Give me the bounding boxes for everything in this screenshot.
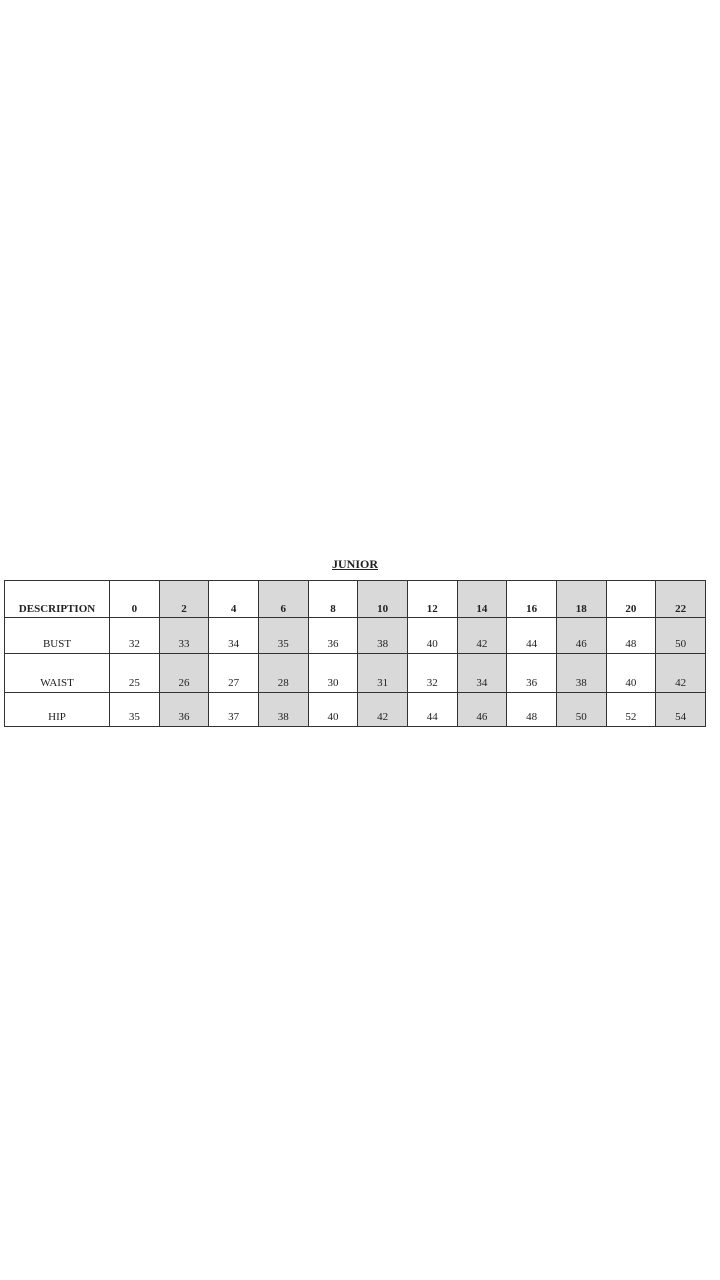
header-size-12: 12	[406, 580, 458, 618]
header-size-8: 8	[307, 580, 359, 618]
table-cell: 28	[257, 653, 309, 693]
table-cell: 54	[655, 692, 706, 727]
header-size-14: 14	[456, 580, 508, 618]
table-cell: 35	[109, 692, 160, 727]
table-cell: 37	[208, 692, 259, 727]
table-row-waist: WAIST 25 26 27 28 30 31 32 34 36 38 40 42	[4, 653, 706, 693]
table-row-hip: HIP 35 36 37 38 40 42 44 46 48 50 52 54	[4, 692, 706, 727]
table-cell: 34	[456, 653, 508, 693]
table-cell: 25	[109, 653, 160, 693]
table-cell: 46	[555, 617, 607, 654]
header-description: DESCRIPTION	[4, 580, 110, 618]
table-cell: 44	[406, 692, 458, 727]
table-cell: 36	[158, 692, 210, 727]
table-cell: 40	[605, 653, 657, 693]
table-cell: 35	[257, 617, 309, 654]
table-cell: 38	[555, 653, 607, 693]
table-cell: 48	[506, 692, 557, 727]
header-size-16: 16	[506, 580, 557, 618]
table-cell: 32	[406, 653, 458, 693]
row-label: BUST	[4, 617, 110, 654]
table-cell: 50	[555, 692, 607, 727]
table-cell: 46	[456, 692, 508, 727]
table-cell: 34	[208, 617, 259, 654]
table-row-bust: BUST 32 33 34 35 36 38 40 42 44 46 48 50	[4, 617, 706, 654]
table-cell: 52	[605, 692, 657, 727]
header-size-22: 22	[655, 580, 706, 618]
header-size-6: 6	[257, 580, 309, 618]
table-cell: 38	[357, 617, 408, 654]
table-cell: 36	[506, 653, 557, 693]
header-size-4: 4	[208, 580, 259, 618]
table-cell: 42	[357, 692, 408, 727]
table-title: JUNIOR	[331, 557, 378, 571]
row-label: WAIST	[4, 653, 110, 693]
header-row: DESCRIPTION 0 2 4 6 8 10 12 14 16 18 20 22	[4, 580, 706, 618]
table-cell: 44	[506, 617, 557, 654]
table-cell: 50	[655, 617, 706, 654]
table-cell: 40	[406, 617, 458, 654]
table-cell: 42	[456, 617, 508, 654]
header-size-10: 10	[357, 580, 408, 618]
size-chart-table: DESCRIPTION 0 2 4 6 8 10 12 14 16 18 20 22 BUST 32 33 34…	[4, 580, 706, 727]
header-size-18: 18	[555, 580, 607, 618]
table-cell: 30	[307, 653, 359, 693]
row-label: HIP	[4, 692, 110, 727]
table-cell: 42	[655, 653, 706, 693]
table-cell: 36	[307, 617, 359, 654]
table-cell: 27	[208, 653, 259, 693]
table-cell: 33	[158, 617, 210, 654]
header-size-0: 0	[109, 580, 160, 618]
table-cell: 26	[158, 653, 210, 693]
table-cell: 38	[257, 692, 309, 727]
table-cell: 40	[307, 692, 359, 727]
header-size-20: 20	[605, 580, 657, 618]
table-cell: 48	[605, 617, 657, 654]
table-cell: 31	[357, 653, 408, 693]
header-size-2: 2	[158, 580, 210, 618]
table-cell: 32	[109, 617, 160, 654]
